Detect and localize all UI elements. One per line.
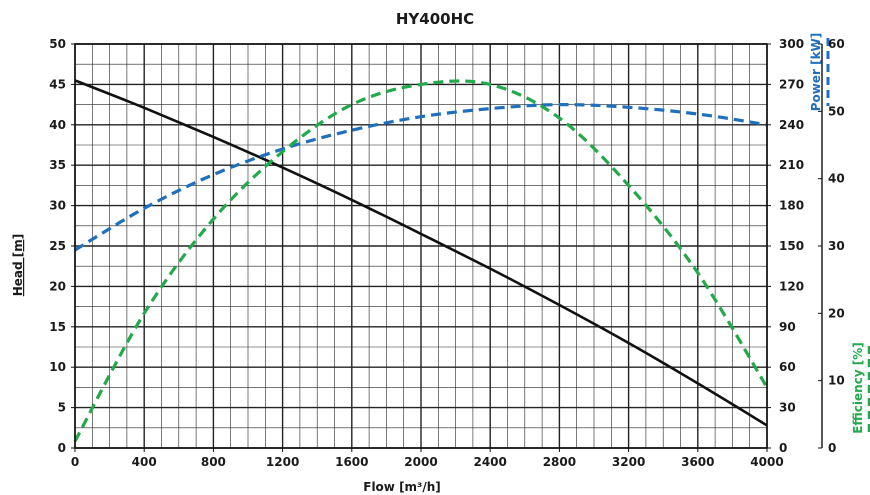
efficiency-tick-label: 60 bbox=[828, 37, 845, 51]
x-tick-label: 2400 bbox=[473, 455, 506, 469]
power-tick-label: 300 bbox=[779, 37, 804, 51]
x-tick-label: 3600 bbox=[681, 455, 714, 469]
head-tick-label: 50 bbox=[49, 37, 66, 51]
grid bbox=[74, 43, 768, 449]
x-tick-label: 4000 bbox=[750, 455, 783, 469]
power-tick-label: 30 bbox=[779, 401, 796, 415]
x-tick-label: 3200 bbox=[612, 455, 645, 469]
axes bbox=[71, 38, 870, 452]
efficiency-tick-label: 50 bbox=[828, 104, 845, 118]
head-tick-label: 30 bbox=[49, 199, 66, 213]
x-axis-label: Flow [m³/h] bbox=[363, 480, 440, 494]
efficiency-tick-label: 10 bbox=[828, 374, 845, 388]
x-tick-label: 2000 bbox=[404, 455, 437, 469]
series-line-power bbox=[74, 102, 768, 252]
efficiency-tick-label: 0 bbox=[828, 441, 836, 455]
x-tick-label: 400 bbox=[132, 455, 157, 469]
power-tick-label: 60 bbox=[779, 360, 796, 374]
efficiency-tick-label: 40 bbox=[828, 172, 845, 186]
power-tick-label: 0 bbox=[779, 441, 787, 455]
head-tick-label: 5 bbox=[58, 401, 66, 415]
power-tick-label: 150 bbox=[779, 239, 804, 253]
head-tick-label: 10 bbox=[49, 360, 66, 374]
series-line-head bbox=[74, 79, 768, 427]
head-axis-label: Head [m] bbox=[11, 234, 25, 297]
power-axis-label: Power [kW] bbox=[809, 33, 823, 112]
head-tick-label: 40 bbox=[49, 118, 66, 132]
head-tick-label: 35 bbox=[49, 158, 66, 172]
power-tick-label: 180 bbox=[779, 199, 804, 213]
head-tick-label: 0 bbox=[58, 441, 66, 455]
efficiency-tick-label: 20 bbox=[828, 306, 845, 320]
x-tick-label: 2800 bbox=[543, 455, 576, 469]
x-tick-label: 0 bbox=[71, 455, 79, 469]
chart-title: HY400HC bbox=[396, 10, 474, 28]
head-tick-label: 25 bbox=[49, 239, 66, 253]
power-tick-label: 90 bbox=[779, 320, 796, 334]
x-tick-label: 1200 bbox=[266, 455, 299, 469]
head-tick-label: 45 bbox=[49, 77, 66, 91]
power-tick-label: 210 bbox=[779, 158, 804, 172]
head-tick-label: 20 bbox=[49, 279, 66, 293]
series-line-efficiency bbox=[73, 79, 769, 443]
efficiency-axis-label: Efficiency [%] bbox=[851, 342, 865, 434]
power-tick-label: 270 bbox=[779, 77, 804, 91]
power-tick-label: 120 bbox=[779, 279, 804, 293]
head-tick-label: 15 bbox=[49, 320, 66, 334]
x-tick-label: 1600 bbox=[335, 455, 368, 469]
tick-labels: 0 400 800 1200 1600 2000 2400 2800 3200 3600 40000… bbox=[49, 37, 844, 469]
x-tick-label: 800 bbox=[201, 455, 226, 469]
series-layer bbox=[73, 79, 769, 443]
efficiency-tick-label: 30 bbox=[828, 239, 845, 253]
power-tick-label: 240 bbox=[779, 118, 804, 132]
